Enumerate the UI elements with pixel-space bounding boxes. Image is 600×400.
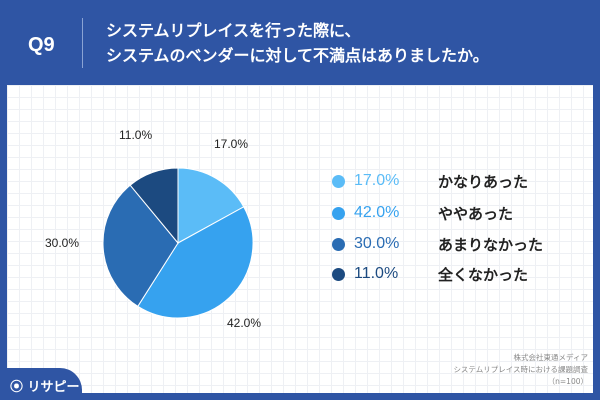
pie-slice-3	[129, 167, 179, 245]
legend-item: 17.0% かなりあった	[332, 169, 528, 193]
title-line-1: システムリプレイスを行った際に、	[106, 21, 361, 40]
pie-slice-0	[177, 167, 245, 244]
legend-item: 11.0% 全くなかった	[332, 262, 528, 286]
legend-percent: 30.0%	[354, 235, 400, 252]
source-company: 株式会社東通メディア	[513, 353, 588, 362]
logo-text: リサピー	[27, 380, 80, 395]
question-title: システムリプレイスを行った際に、 システムのベンダーに対して不満点はありましたか…	[106, 18, 489, 68]
slice-label-3: 11.0%	[119, 128, 153, 142]
legend-label: 全くなかった	[438, 265, 529, 284]
slice-label-1: 42.0%	[227, 316, 262, 330]
source-sample: （n=100）	[547, 377, 588, 386]
header-divider	[82, 18, 83, 68]
legend-label: かなりあった	[438, 172, 529, 191]
pie-slice-1	[137, 206, 254, 319]
slice-label-2: 30.0%	[45, 236, 80, 250]
legend-item: 30.0% あまりなかった	[332, 232, 543, 256]
slice-label-0: 17.0%	[214, 137, 249, 151]
legend-label: ややあった	[438, 204, 514, 223]
legend-label: あまりなかった	[438, 235, 544, 254]
legend-dot	[332, 237, 345, 251]
legend-percent: 42.0%	[354, 204, 400, 221]
legend-percent: 17.0%	[354, 172, 400, 189]
logo: ⦿ リサピー	[0, 368, 82, 400]
source-survey: システムリプレイス時における課題調査	[453, 365, 588, 374]
chart-card: 17.0% 42.0% 30.0% 11.0% 17.0% かなりあった 42.0…	[7, 85, 593, 393]
legend-dot	[332, 267, 345, 281]
pie-slice-2	[102, 184, 179, 308]
legend-dot	[332, 206, 345, 220]
title-line-2: システムのベンダーに対して不満点はありましたか。	[106, 46, 489, 65]
source-note: 株式会社東通メディア システムリプレイス時における課題調査 （n=100）	[453, 352, 588, 388]
pie-chart	[102, 167, 254, 319]
legend-percent: 11.0%	[354, 265, 399, 282]
question-number: Q9	[28, 34, 55, 56]
pin-icon: ⦿	[10, 380, 24, 395]
legend-dot	[332, 174, 345, 188]
legend-item: 42.0% ややあった	[332, 201, 513, 225]
